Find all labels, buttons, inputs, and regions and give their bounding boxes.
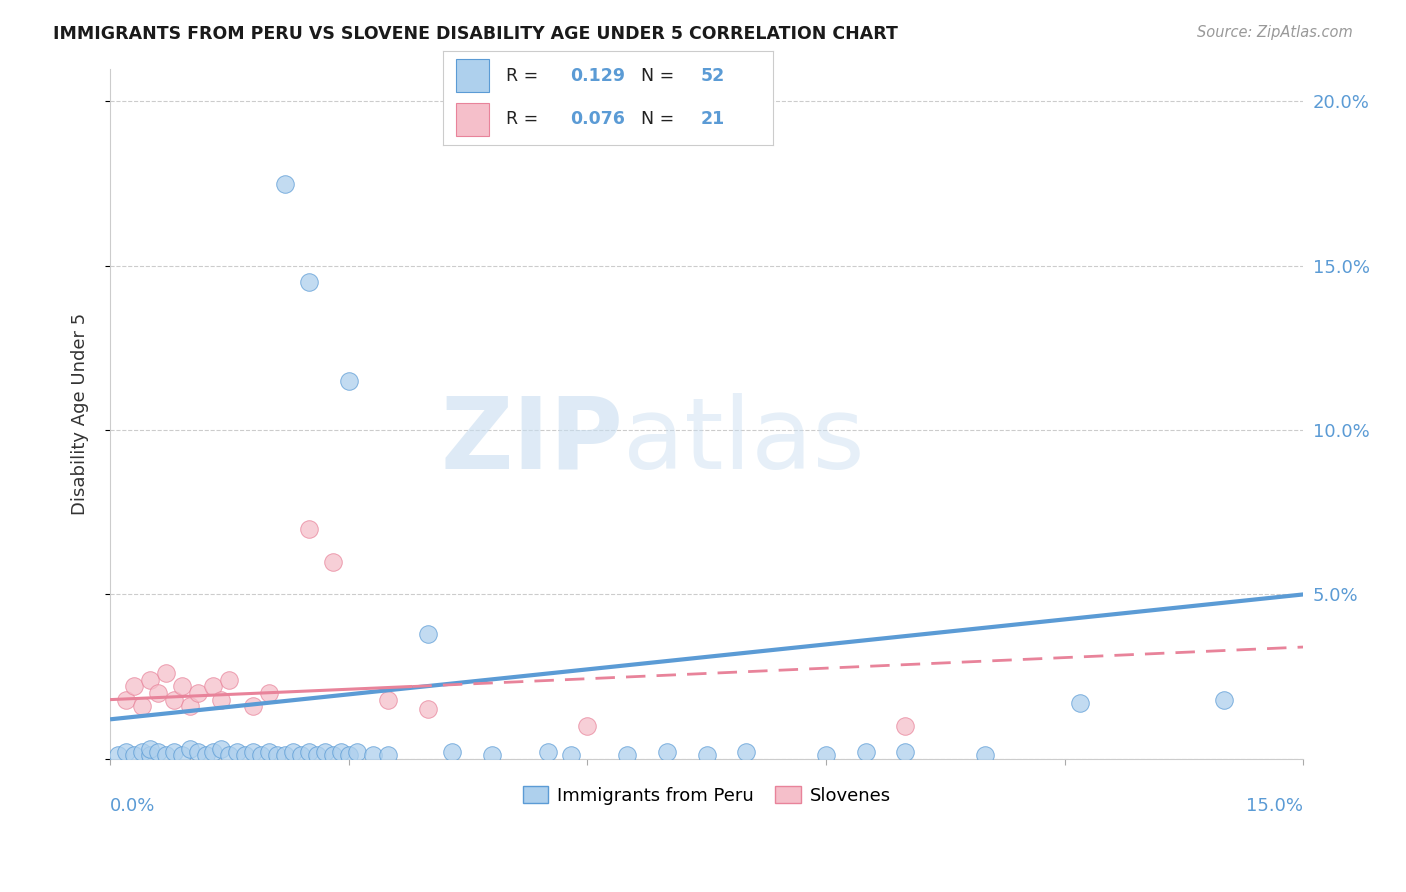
Point xyxy=(139,742,162,756)
Point xyxy=(226,745,249,759)
Point xyxy=(242,745,264,759)
Point xyxy=(735,745,758,759)
Text: 21: 21 xyxy=(700,111,725,128)
Point xyxy=(122,680,145,694)
Point xyxy=(139,748,162,763)
Point xyxy=(202,680,225,694)
Point xyxy=(1069,696,1091,710)
Point xyxy=(894,719,917,733)
Point xyxy=(218,673,240,687)
Point xyxy=(146,745,169,759)
Text: ZIP: ZIP xyxy=(440,392,623,490)
Point xyxy=(305,748,328,763)
Point xyxy=(298,745,321,759)
Point xyxy=(814,748,837,763)
Point xyxy=(170,748,193,763)
Point xyxy=(377,748,399,763)
Point xyxy=(209,742,232,756)
Text: N =: N = xyxy=(641,67,675,85)
Text: IMMIGRANTS FROM PERU VS SLOVENE DISABILITY AGE UNDER 5 CORRELATION CHART: IMMIGRANTS FROM PERU VS SLOVENE DISABILI… xyxy=(53,25,898,43)
Point xyxy=(346,745,368,759)
Text: 15.0%: 15.0% xyxy=(1246,797,1303,814)
Point xyxy=(107,748,129,763)
Point xyxy=(281,745,304,759)
Text: R =: R = xyxy=(506,111,538,128)
Text: 0.129: 0.129 xyxy=(569,67,626,85)
Point xyxy=(131,699,153,714)
Point xyxy=(361,748,384,763)
Point xyxy=(337,748,360,763)
Point xyxy=(1212,692,1234,706)
Point xyxy=(266,748,288,763)
Point xyxy=(290,748,312,763)
Point xyxy=(441,745,464,759)
Y-axis label: Disability Age Under 5: Disability Age Under 5 xyxy=(72,312,89,515)
Point xyxy=(257,745,280,759)
Point xyxy=(576,719,599,733)
Point xyxy=(696,748,718,763)
Point xyxy=(187,686,209,700)
Point xyxy=(536,745,558,759)
Point xyxy=(194,748,217,763)
Point xyxy=(894,745,917,759)
Bar xyxy=(456,103,489,136)
Point xyxy=(322,555,344,569)
Point xyxy=(298,275,321,289)
Point xyxy=(155,748,177,763)
Text: N =: N = xyxy=(641,111,675,128)
Point xyxy=(218,748,240,763)
Point xyxy=(481,748,503,763)
Point xyxy=(314,745,336,759)
Point xyxy=(155,666,177,681)
Point xyxy=(187,745,209,759)
Point xyxy=(163,745,186,759)
Point xyxy=(616,748,638,763)
Point xyxy=(418,702,440,716)
Point xyxy=(242,699,264,714)
Point xyxy=(298,522,321,536)
Point xyxy=(122,748,145,763)
Point xyxy=(329,745,352,759)
Point xyxy=(560,748,582,763)
Point xyxy=(233,748,256,763)
Text: 0.0%: 0.0% xyxy=(110,797,156,814)
Bar xyxy=(456,59,489,92)
Point xyxy=(115,745,138,759)
Point xyxy=(274,748,297,763)
Point xyxy=(115,692,138,706)
Point xyxy=(250,748,273,763)
Text: R =: R = xyxy=(506,67,538,85)
Text: Source: ZipAtlas.com: Source: ZipAtlas.com xyxy=(1197,25,1353,40)
Point xyxy=(855,745,877,759)
Point xyxy=(146,686,169,700)
Point xyxy=(974,748,997,763)
Point xyxy=(209,692,232,706)
Text: atlas: atlas xyxy=(623,392,865,490)
Point xyxy=(202,745,225,759)
Point xyxy=(418,627,440,641)
Point xyxy=(131,745,153,759)
Point xyxy=(322,748,344,763)
Point xyxy=(170,680,193,694)
Point xyxy=(179,742,201,756)
Point xyxy=(163,692,186,706)
Legend: Immigrants from Peru, Slovenes: Immigrants from Peru, Slovenes xyxy=(516,779,898,812)
Point xyxy=(377,692,399,706)
Point xyxy=(274,177,297,191)
Point xyxy=(337,374,360,388)
Point xyxy=(179,699,201,714)
Point xyxy=(257,686,280,700)
Point xyxy=(655,745,678,759)
Point xyxy=(139,673,162,687)
Text: 0.076: 0.076 xyxy=(569,111,626,128)
Text: 52: 52 xyxy=(700,67,725,85)
